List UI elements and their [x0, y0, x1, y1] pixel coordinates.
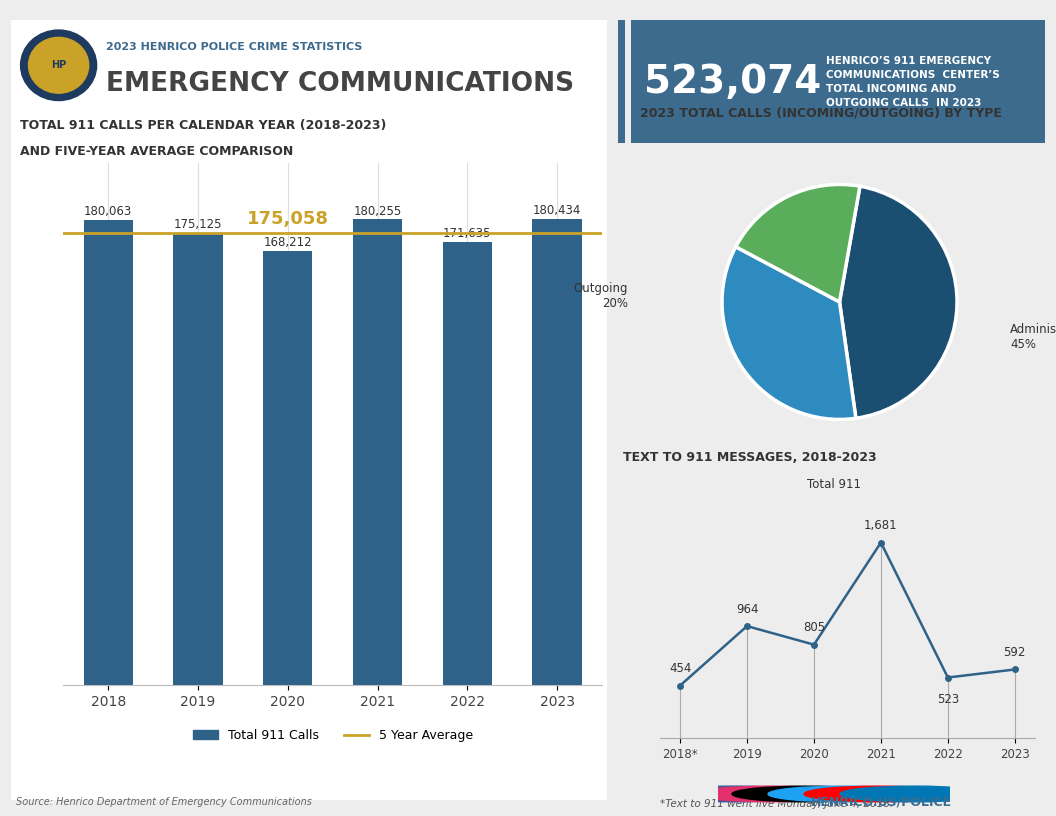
Wedge shape	[722, 246, 855, 419]
Bar	[173, 233, 223, 685]
Text: 175,125: 175,125	[174, 218, 222, 231]
Circle shape	[660, 786, 809, 802]
Text: 805: 805	[803, 622, 825, 635]
Text: 180,063: 180,063	[84, 205, 132, 218]
Bar	[83, 220, 133, 685]
Circle shape	[768, 786, 917, 802]
Text: 523,074: 523,074	[644, 63, 822, 100]
Bar	[442, 242, 492, 685]
Circle shape	[840, 786, 988, 802]
Text: Administrative
45%: Administrative 45%	[1010, 323, 1056, 351]
Text: 180,255: 180,255	[354, 205, 401, 218]
Legend: Total 911 Calls, 5 Year Average: Total 911 Calls, 5 Year Average	[188, 724, 477, 747]
Text: HENRICO.US/POLICE: HENRICO.US/POLICE	[811, 796, 953, 809]
Circle shape	[804, 786, 953, 802]
Text: 171,635: 171,635	[444, 227, 491, 240]
Circle shape	[732, 786, 881, 802]
Text: 523: 523	[937, 694, 959, 706]
Text: 180,434: 180,434	[533, 204, 581, 217]
Text: 168,212: 168,212	[263, 236, 313, 249]
Text: AND FIVE-YEAR AVERAGE COMPARISON: AND FIVE-YEAR AVERAGE COMPARISON	[20, 145, 294, 158]
Text: Outgoing
20%: Outgoing 20%	[573, 282, 628, 310]
Text: 964: 964	[736, 603, 758, 616]
Wedge shape	[736, 184, 860, 302]
Text: HENRICO’S 911 EMERGENCY
COMMUNICATIONS  CENTER’S
TOTAL INCOMING AND
OUTGOING CAL: HENRICO’S 911 EMERGENCY COMMUNICATIONS C…	[826, 55, 1000, 108]
Text: 592: 592	[1003, 646, 1026, 659]
Circle shape	[29, 38, 89, 93]
Text: TEXT TO 911 MESSAGES, 2018-2023: TEXT TO 911 MESSAGES, 2018-2023	[623, 451, 876, 464]
FancyBboxPatch shape	[11, 20, 607, 800]
Wedge shape	[840, 186, 957, 419]
Circle shape	[696, 786, 845, 802]
FancyBboxPatch shape	[618, 20, 625, 143]
Bar	[532, 219, 582, 685]
Text: Total 911
35%: Total 911 35%	[807, 478, 861, 506]
Text: 2023 TOTAL CALLS (INCOMING/OUTGOING) BY TYPE: 2023 TOTAL CALLS (INCOMING/OUTGOING) BY …	[640, 107, 1002, 120]
Text: 175,058: 175,058	[247, 210, 328, 228]
Text: 2023 HENRICO POLICE CRIME STATISTICS: 2023 HENRICO POLICE CRIME STATISTICS	[106, 42, 362, 52]
FancyBboxPatch shape	[631, 20, 1045, 143]
Text: Source: Henrico Department of Emergency Communications: Source: Henrico Department of Emergency …	[16, 797, 312, 807]
Text: 454: 454	[668, 663, 692, 676]
Circle shape	[21, 30, 97, 100]
Text: 1,681: 1,681	[864, 519, 898, 532]
Text: HP: HP	[51, 60, 67, 70]
Bar	[263, 251, 313, 685]
Text: *Text to 911 went live Monday, June 4, 2018.: *Text to 911 went live Monday, June 4, 2…	[660, 799, 893, 809]
Bar	[353, 220, 402, 685]
Text: EMERGENCY COMMUNICATIONS: EMERGENCY COMMUNICATIONS	[106, 71, 573, 96]
Text: TOTAL 911 CALLS PER CALENDAR YEAR (2018-2023): TOTAL 911 CALLS PER CALENDAR YEAR (2018-…	[20, 119, 386, 132]
